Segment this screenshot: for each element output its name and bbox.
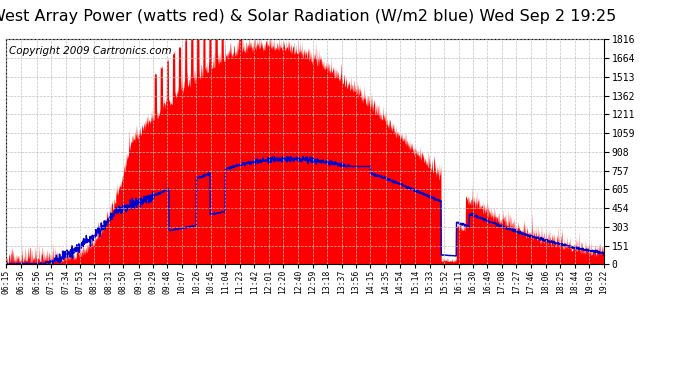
Text: West Array Power (watts red) & Solar Radiation (W/m2 blue) Wed Sep 2 19:25: West Array Power (watts red) & Solar Rad… bbox=[0, 9, 617, 24]
Text: Copyright 2009 Cartronics.com: Copyright 2009 Cartronics.com bbox=[8, 46, 171, 56]
